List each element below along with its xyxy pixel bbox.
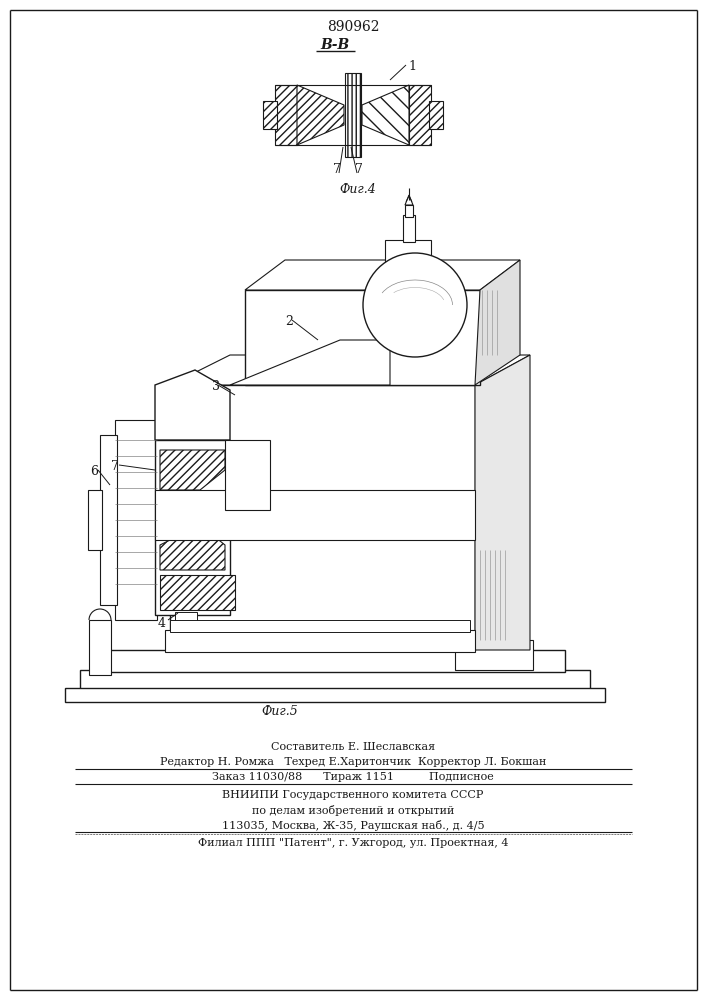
Polygon shape [475, 260, 520, 385]
Bar [478, 610, 508, 630]
Bar [160, 505, 470, 520]
Bar [100, 650, 565, 672]
Text: 7: 7 [333, 163, 341, 176]
Bar [170, 620, 470, 632]
Text: Составитель Е. Шеславская: Составитель Е. Шеславская [271, 742, 435, 752]
Text: Филиал ППП "Патент", г. Ужгород, ул. Проектная, 4: Филиал ППП "Патент", г. Ужгород, ул. Про… [198, 838, 508, 848]
Text: ВНИИПИ Государственного комитета СССР: ВНИИПИ Государственного комитета СССР [222, 790, 484, 800]
Bar [405, 205, 413, 217]
Polygon shape [155, 370, 230, 440]
Bar [225, 440, 270, 510]
Bar [115, 420, 157, 620]
Text: Заказ 11030/88      Тираж 1151          Подписное: Заказ 11030/88 Тираж 1151 Подписное [212, 772, 494, 782]
Bar [345, 73, 361, 157]
Text: 890962: 890962 [327, 20, 379, 34]
Bar [403, 215, 415, 242]
Circle shape [363, 253, 467, 357]
Bar [89, 620, 111, 675]
Bar [100, 435, 117, 605]
Text: 6: 6 [90, 465, 98, 478]
Bar [80, 670, 590, 690]
Polygon shape [245, 260, 520, 290]
Bar [160, 575, 235, 610]
Text: 7: 7 [111, 460, 119, 473]
Bar [385, 240, 431, 262]
Bar [88, 490, 102, 550]
Bar [398, 260, 418, 292]
Polygon shape [160, 525, 225, 570]
Polygon shape [297, 85, 344, 145]
Bar [455, 640, 533, 670]
Bar [65, 688, 605, 702]
Bar [458, 380, 528, 400]
Polygon shape [475, 355, 530, 650]
Text: 7: 7 [355, 163, 363, 176]
Bar [275, 85, 297, 145]
Polygon shape [170, 355, 530, 385]
Bar [245, 290, 480, 385]
Bar [165, 630, 475, 652]
Bar [475, 390, 510, 655]
Text: Редактор Н. Ромжа   Техред Е.Харитончик  Корректор Л. Бокшан: Редактор Н. Ромжа Техред Е.Харитончик Ко… [160, 757, 547, 767]
Text: 3: 3 [212, 380, 220, 393]
Text: В-В: В-В [320, 38, 350, 52]
Bar [160, 490, 470, 505]
Text: Фиг.5: Фиг.5 [262, 705, 298, 718]
Bar [429, 101, 443, 129]
Text: 2: 2 [285, 315, 293, 328]
Bar [478, 550, 508, 565]
Bar [160, 520, 470, 535]
Bar [155, 490, 475, 540]
Bar [175, 612, 197, 630]
Bar [263, 101, 277, 129]
Polygon shape [362, 85, 409, 145]
Text: по делам изобретений и открытий: по делам изобретений и открытий [252, 805, 454, 816]
Bar [170, 385, 475, 650]
Bar [155, 440, 230, 615]
Polygon shape [405, 195, 413, 205]
Text: Фиг.4: Фиг.4 [339, 183, 376, 196]
Polygon shape [230, 340, 390, 385]
Text: 4: 4 [158, 617, 166, 630]
Bar [409, 85, 431, 145]
Polygon shape [160, 450, 225, 490]
Text: 1: 1 [408, 60, 416, 73]
Text: 113035, Москва, Ж-35, Раушская наб., д. 4/5: 113035, Москва, Ж-35, Раушская наб., д. … [222, 820, 484, 831]
